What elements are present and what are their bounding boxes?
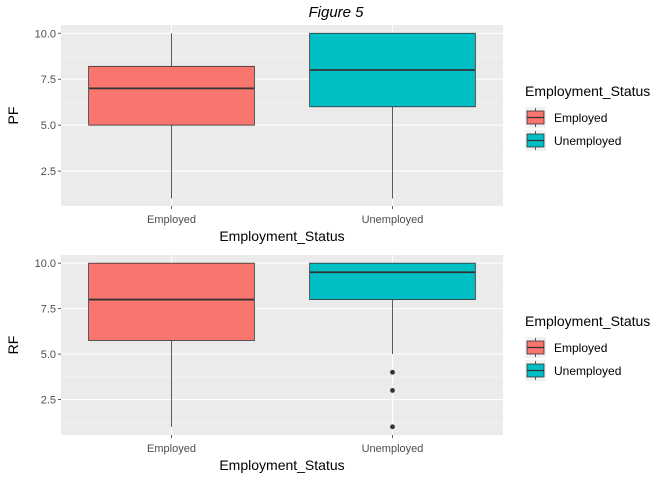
outlier-point (390, 369, 395, 375)
legend-key-unemployed (525, 130, 546, 151)
y-axis-title: RF (5, 336, 21, 355)
x-tick-label: Employed (147, 443, 196, 455)
y-tick-label: 5.0 (41, 120, 56, 132)
legend-title: Employment_Status (525, 313, 650, 329)
y-tick-label: 10.0 (35, 258, 56, 270)
legend-key-employed (525, 107, 546, 128)
legend: Employment_Status Employed Unemployed (525, 83, 650, 151)
legend-label: Unemployed (554, 364, 621, 378)
x-tick-label: Employed (147, 214, 196, 226)
box-unemployed (309, 32, 476, 199)
y-tick-label: 5.0 (41, 349, 56, 361)
box-body (88, 262, 255, 341)
x-tick-label: Unemployed (362, 443, 424, 455)
legend-label: Employed (554, 341, 607, 355)
x-tick-label: Unemployed (362, 214, 424, 226)
figure-title: Figure 5 (308, 4, 364, 21)
box-body (88, 65, 255, 126)
legend-label: Employed (554, 111, 607, 125)
y-tick-label: 7.5 (41, 74, 56, 86)
box-unemployed (309, 262, 476, 430)
y-tick-label: 2.5 (41, 395, 56, 407)
legend-key-employed (525, 337, 546, 358)
y-tick-label: 7.5 (41, 304, 56, 316)
legend: Employment_Status Employed Unemployed (525, 313, 650, 381)
box-body (309, 262, 476, 300)
y-axis-title: PF (5, 107, 21, 125)
outlier-point (390, 424, 395, 430)
y-tick-label: 10.0 (35, 28, 56, 40)
box-employed (88, 262, 255, 427)
legend-key-unemployed (525, 360, 546, 381)
x-axis-title: Employment_Status (219, 228, 344, 244)
outlier-point (390, 388, 395, 393)
legend-label: Unemployed (554, 134, 621, 148)
x-axis-title: Employment_Status (219, 457, 344, 473)
box-employed (88, 33, 255, 199)
legend-title: Employment_Status (525, 83, 650, 99)
y-tick-label: 2.5 (41, 166, 56, 178)
